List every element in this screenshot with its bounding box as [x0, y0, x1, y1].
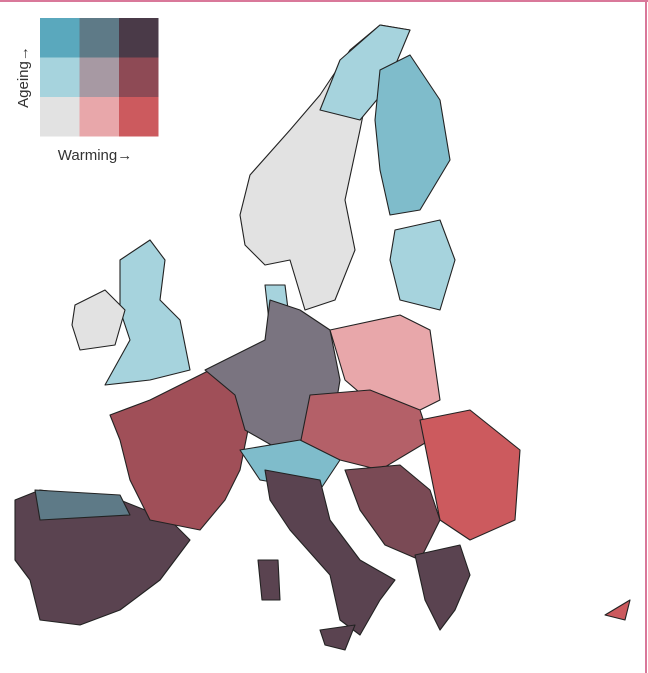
legend-cell [40, 18, 80, 58]
legend-x-label: Warming→ [58, 147, 132, 164]
europe-map [14, 24, 631, 651]
legend-cell [79, 97, 119, 137]
legend-cell [79, 57, 119, 97]
sardinia [257, 559, 281, 601]
legend-cell [79, 18, 119, 58]
great-britain [104, 239, 191, 386]
legend-y-label: Ageing→ [15, 46, 32, 108]
legend-cell [40, 97, 80, 137]
romania-bulgaria [419, 409, 521, 541]
legend-cell [119, 18, 159, 58]
iberia-north [34, 489, 131, 521]
poland [329, 314, 441, 411]
alps [239, 439, 341, 491]
ireland [71, 289, 126, 351]
greece [414, 544, 471, 631]
legend-cell [119, 97, 159, 137]
finland [374, 54, 451, 216]
france [109, 369, 251, 531]
balkans [344, 464, 441, 561]
bivariate-legend [40, 18, 159, 137]
legend-cell [40, 57, 80, 97]
cyprus [604, 599, 631, 621]
italy [264, 469, 396, 636]
baltic-states [389, 219, 456, 311]
sicily [319, 624, 356, 651]
legend-cell [119, 57, 159, 97]
